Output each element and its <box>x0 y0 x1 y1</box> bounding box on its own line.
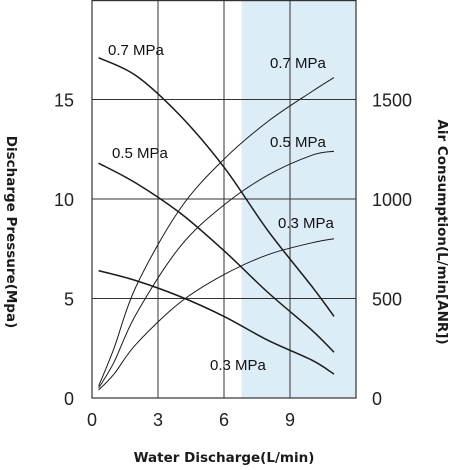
pressure-curve-0 <box>98 57 335 317</box>
pressure-curve-1 <box>98 162 335 353</box>
label-pressure-0-3: 0.3 MPa <box>210 357 267 374</box>
y-left-tick-3: 15 <box>54 91 74 111</box>
y-left-tick-0: 0 <box>64 389 74 409</box>
x-tick-0: 0 <box>87 410 97 430</box>
curve-labels: 0.7 MPa 0.5 MPa 0.3 MPa 0.7 MPa 0.5 MPa … <box>108 42 335 374</box>
y-right-tick-2: 1000 <box>372 190 412 210</box>
x-tick-3: 9 <box>285 410 295 430</box>
y-axis-right-title: Air Consumption(L/min[ANR]) <box>434 119 450 344</box>
label-air-0-5: 0.5 MPa <box>270 134 327 151</box>
tick-labels: 0 3 6 9 0 5 10 15 0 500 1000 1500 <box>54 91 412 431</box>
y-left-tick-2: 10 <box>54 190 74 210</box>
y-right-tick-1: 500 <box>372 290 402 310</box>
data-curves <box>98 57 335 391</box>
pressure-curve-2 <box>98 269 335 375</box>
x-tick-2: 6 <box>219 410 229 430</box>
x-axis-title: Water Discharge(L/min) <box>134 450 315 466</box>
y-left-tick-1: 5 <box>64 290 74 310</box>
air-curve-5 <box>98 238 335 391</box>
y-right-tick-3: 1500 <box>372 91 412 111</box>
label-pressure-0-5: 0.5 MPa <box>112 145 169 162</box>
air-curve-4 <box>98 150 335 389</box>
air-curve-3 <box>98 77 335 387</box>
label-air-0-7: 0.7 MPa <box>270 55 327 72</box>
plot-frame <box>91 0 357 399</box>
label-pressure-0-7: 0.7 MPa <box>108 42 165 59</box>
label-air-0-3: 0.3 MPa <box>278 215 335 232</box>
y-right-tick-0: 0 <box>372 389 382 409</box>
y-axis-left-title: Discharge Pressure(Mpa) <box>3 136 19 329</box>
horizontal-gridlines <box>92 99 356 299</box>
x-tick-1: 3 <box>153 410 163 430</box>
